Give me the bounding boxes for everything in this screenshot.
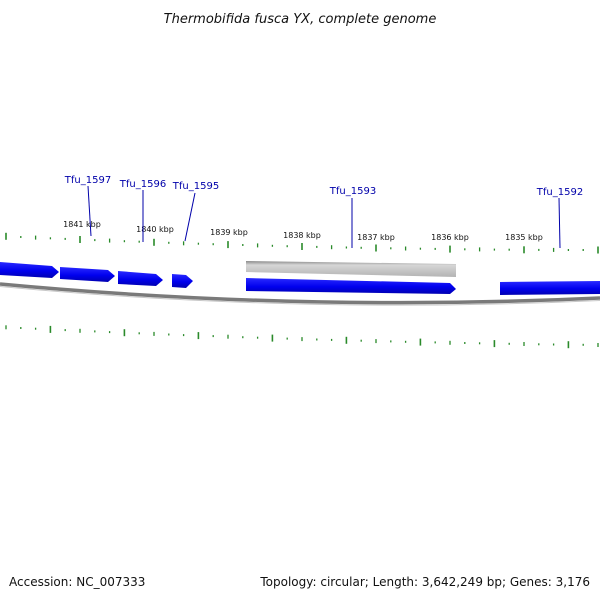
tick-label-1838kbp: 1838 kbp — [283, 231, 321, 240]
gene-arrow-tfu1596[interactable] — [118, 271, 163, 286]
scale-labels: 1841 kbp 1840 kbp 1839 kbp 1838 kbp 1837… — [63, 220, 543, 242]
inner-tick-ring — [5, 325, 599, 349]
gene-label-tfu1592[interactable]: Tfu_1592 — [536, 187, 583, 198]
map-title: Thermobifida fusca YX, complete genome — [164, 12, 437, 27]
tick-label-1836kbp: 1836 kbp — [431, 233, 469, 242]
reverse-strand-feature[interactable] — [246, 261, 456, 277]
gene-arrow-tfu1595[interactable] — [172, 274, 193, 288]
outer-tick-ring — [5, 232, 599, 254]
tick-label-1839kbp: 1839 kbp — [210, 228, 248, 237]
genome-summary-text: Topology: circular; Length: 3,642,249 bp… — [259, 575, 590, 589]
gene-label-tfu1596[interactable]: Tfu_1596 — [119, 179, 166, 190]
accession-text: Accession: NC_007333 — [9, 575, 145, 589]
gene-arrow-tfu1592[interactable] — [500, 281, 600, 295]
gene-labels: Tfu_1597 Tfu_1596 Tfu_1595 Tfu_1593 Tfu_… — [64, 175, 583, 249]
tick-label-1841kbp: 1841 kbp — [63, 220, 101, 229]
gene-track — [0, 262, 600, 295]
leader-line — [558, 197, 561, 249]
genome-backbone-highlight — [0, 286, 600, 306]
tick-label-1837kbp: 1837 kbp — [357, 233, 395, 242]
leader-line — [87, 185, 92, 237]
leader-line — [184, 192, 196, 242]
gene-label-tfu1593[interactable]: Tfu_1593 — [329, 186, 376, 197]
gene-label-tfu1597[interactable]: Tfu_1597 — [64, 175, 111, 186]
tick-label-1835kbp: 1835 kbp — [505, 233, 543, 242]
tick-label-1840kbp: 1840 kbp — [136, 225, 174, 234]
gene-arrow-tfu1597[interactable] — [60, 267, 115, 282]
gene-label-tfu1595[interactable]: Tfu_1595 — [172, 181, 219, 192]
genome-backbone — [0, 282, 600, 305]
gene-arrow[interactable] — [0, 262, 59, 278]
gene-arrow-tfu1593[interactable] — [246, 278, 456, 294]
